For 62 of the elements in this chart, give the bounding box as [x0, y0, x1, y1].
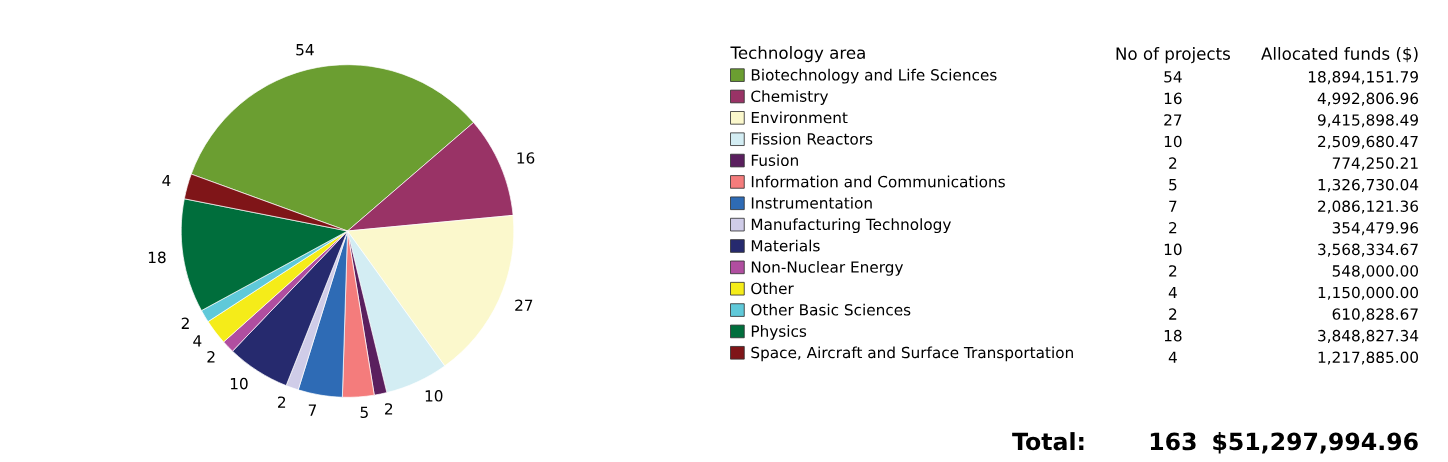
legend-label: Environment: [751, 111, 848, 124]
data-label: 2: [385, 403, 393, 415]
data-label: 5: [360, 406, 368, 418]
text: 18: [1164, 329, 1182, 342]
legend-label: Other Basic Sciences: [751, 303, 911, 316]
legend-label: Chemistry: [751, 90, 829, 105]
text: 354,479.96: [1332, 222, 1419, 236]
text: 7: [1169, 200, 1177, 212]
text: Allocated funds ($): [1261, 47, 1418, 63]
text: 10: [1164, 135, 1182, 148]
legend-label: Physics: [751, 325, 807, 340]
data-label: 4: [193, 335, 202, 347]
text: 2,086,121.36: [1318, 200, 1419, 214]
data-label: 7: [308, 404, 316, 416]
text: 548,000.00: [1332, 265, 1419, 279]
text: Total:: [1012, 432, 1084, 451]
data-label: 2: [207, 351, 215, 363]
text: 2: [1169, 308, 1177, 320]
text: 10: [1164, 243, 1182, 256]
legend-label: Fusion: [751, 154, 798, 167]
legend-label: Instrumentation: [751, 196, 872, 209]
data-label: 16: [517, 152, 535, 164]
data-label: 27: [515, 299, 533, 311]
text: 18,894,151.79: [1308, 71, 1418, 85]
text: 3,568,334.67: [1318, 243, 1418, 257]
legend-label: Space, Aircraft and Surface Transportation: [751, 346, 1073, 362]
text: 3,848,827.34: [1318, 329, 1419, 343]
text: $51,297,994.96: [1213, 432, 1418, 454]
text: 1,326,730.04: [1318, 178, 1419, 192]
legend-label: Manufacturing Technology: [751, 218, 951, 234]
text: 5: [1169, 179, 1177, 191]
text: 9,415,898.49: [1317, 114, 1418, 128]
data-label: 54: [296, 44, 314, 56]
data-label: 2: [181, 317, 189, 329]
data-label: 10: [230, 377, 248, 390]
legend-label: Materials: [751, 239, 820, 252]
text: 4: [1168, 351, 1177, 363]
text: 2: [1169, 222, 1177, 234]
data-label: 10: [425, 390, 443, 402]
legend-label: Fission Reactors: [751, 132, 873, 145]
text: 774,250.21: [1332, 157, 1418, 171]
text: 610,828.67: [1332, 308, 1418, 322]
text: 2,509,680.47: [1318, 135, 1418, 149]
text: No of projects: [1116, 47, 1230, 64]
legend-label: Biotechnology and Life Sciences: [751, 68, 997, 84]
legend-label: Non-Nuclear Energy: [751, 261, 904, 276]
legend-title: Technology area: [730, 46, 865, 63]
text: 27: [1164, 114, 1182, 126]
text: 1,217,885.00: [1318, 351, 1419, 365]
text: 2: [1169, 265, 1177, 277]
text: 1,150,000.00: [1318, 286, 1419, 300]
text: 16: [1164, 92, 1182, 105]
data-label: 2: [278, 396, 286, 408]
text: 4: [1168, 286, 1177, 299]
text: 2: [1169, 157, 1177, 169]
legend-label: Information and Communications: [751, 175, 1005, 188]
text: 4,992,806.96: [1317, 92, 1419, 106]
data-label: 4: [162, 174, 171, 187]
data-label: 18: [148, 251, 166, 264]
text: 54: [1164, 71, 1182, 83]
text: 163: [1150, 432, 1196, 451]
legend-label: Other: [751, 282, 794, 295]
